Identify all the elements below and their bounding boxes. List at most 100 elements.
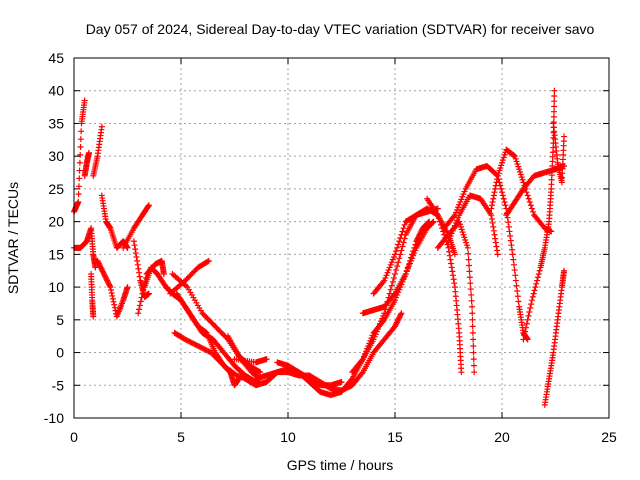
- data-point: [395, 315, 402, 322]
- data-point: [106, 282, 113, 289]
- data-point: [488, 205, 495, 212]
- data-point: [136, 302, 143, 309]
- data-point: [392, 323, 398, 330]
- data-point: [494, 172, 501, 179]
- y-tick-label: 10: [48, 279, 64, 295]
- data-point: [493, 243, 500, 250]
- data-point: [418, 227, 425, 234]
- data-point: [136, 306, 143, 313]
- data-point: [514, 288, 521, 295]
- data-point: [510, 261, 517, 268]
- series-trace-17: [231, 356, 270, 366]
- series-trace-13: [173, 290, 259, 385]
- data-point: [358, 357, 365, 364]
- data-point: [447, 256, 454, 263]
- data-point: [393, 320, 400, 327]
- data-point: [551, 98, 558, 105]
- data-point: [104, 278, 111, 285]
- data-point: [397, 251, 404, 258]
- data-point: [469, 329, 476, 336]
- data-point: [393, 267, 400, 274]
- data-point: [459, 193, 466, 200]
- data-point: [111, 304, 118, 311]
- data-point: [137, 298, 144, 305]
- data-point: [385, 267, 392, 274]
- data-point: [451, 222, 458, 229]
- data-point: [492, 239, 499, 246]
- data-point: [518, 174, 525, 181]
- data-point: [511, 153, 518, 160]
- y-tick-label: 15: [48, 246, 64, 262]
- data-point: [525, 195, 532, 202]
- x-axis-label: GPS time / hours: [287, 457, 394, 473]
- series-trace-5: [88, 271, 97, 320]
- data-point: [405, 263, 412, 270]
- data-point: [77, 144, 84, 151]
- data-point: [390, 274, 397, 281]
- data-point: [466, 262, 473, 269]
- data-point: [509, 251, 516, 258]
- y-tick-label: 20: [48, 214, 64, 230]
- data-point: [495, 170, 502, 177]
- data-point: [499, 157, 506, 164]
- data-point: [107, 284, 114, 291]
- data-point: [551, 103, 558, 110]
- data-point: [383, 272, 390, 279]
- data-point: [392, 251, 398, 258]
- data-point: [133, 253, 140, 260]
- data-point: [104, 277, 111, 284]
- data-point: [85, 149, 92, 156]
- data-point: [388, 282, 395, 289]
- series-trace-4: [90, 123, 105, 179]
- data-point: [429, 219, 436, 226]
- data-point: [140, 286, 147, 293]
- data-point: [386, 264, 393, 271]
- data-point: [498, 162, 505, 169]
- data-point: [462, 236, 469, 243]
- data-point: [397, 312, 404, 319]
- data-point: [392, 271, 398, 277]
- data-point: [548, 228, 555, 235]
- data-point: [489, 199, 496, 205]
- data-point: [516, 168, 523, 175]
- data-point: [124, 284, 131, 291]
- data-point: [402, 271, 409, 277]
- data-point: [373, 328, 380, 335]
- data-point: [76, 167, 83, 174]
- data-point: [392, 297, 398, 304]
- data-point: [463, 242, 470, 249]
- plot-frame: [73, 57, 610, 419]
- data-point: [449, 268, 456, 275]
- data-point: [130, 238, 137, 245]
- data-point: [444, 241, 451, 248]
- x-tick-label: 25: [601, 429, 617, 445]
- data-point: [506, 228, 513, 235]
- data-point: [528, 205, 535, 212]
- data-point: [370, 336, 377, 343]
- data-point: [499, 192, 506, 199]
- data-point: [519, 176, 526, 183]
- data-point: [524, 316, 531, 323]
- data-point: [515, 163, 522, 170]
- data-point: [488, 212, 495, 219]
- chart-title: Day 057 of 2024, Sidereal Day-to-day VTE…: [86, 21, 595, 37]
- x-tick-label: 10: [280, 429, 296, 445]
- data-point: [467, 286, 474, 293]
- data-point: [394, 244, 401, 251]
- series-trace-3: [81, 149, 92, 179]
- data-point: [527, 305, 534, 312]
- data-point: [138, 294, 145, 301]
- data-point: [454, 217, 461, 224]
- data-point: [526, 199, 533, 205]
- data-point: [500, 195, 507, 202]
- data-point: [450, 213, 457, 220]
- data-point: [489, 219, 496, 226]
- data-point: [76, 159, 83, 166]
- data-point: [494, 176, 501, 183]
- data-point: [99, 268, 106, 275]
- data-point: [469, 323, 476, 330]
- data-point: [386, 290, 393, 297]
- x-tick-label: 15: [387, 429, 403, 445]
